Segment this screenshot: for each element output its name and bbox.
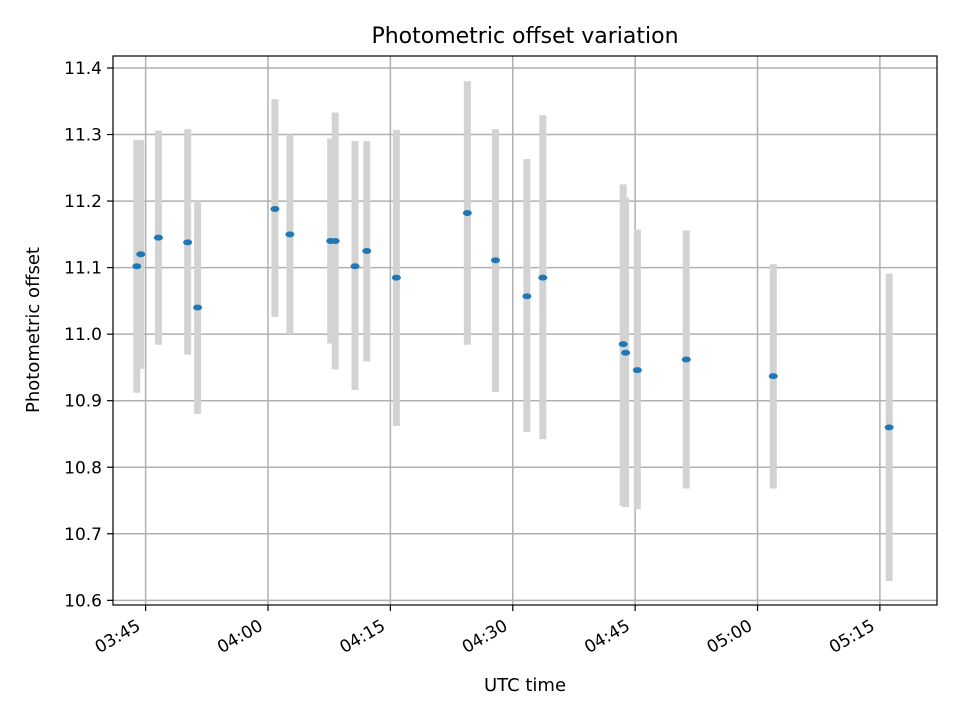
plot-frame xyxy=(112,55,938,606)
data-point xyxy=(681,356,691,363)
data-point xyxy=(618,341,628,348)
data-point xyxy=(391,274,401,281)
y-tick-label: 11.2 xyxy=(64,192,102,212)
data-point xyxy=(153,234,163,241)
data-point xyxy=(768,373,778,380)
y-tick-label: 10.9 xyxy=(64,392,102,412)
data-point xyxy=(490,257,500,264)
data-point xyxy=(462,210,472,217)
x-axis-label: UTC time xyxy=(484,675,566,696)
data-point xyxy=(538,274,548,281)
data-point xyxy=(621,349,631,356)
data-point xyxy=(285,231,295,238)
data-point xyxy=(350,263,360,270)
data-point xyxy=(884,424,894,431)
y-tick-label: 11.0 xyxy=(64,325,102,345)
data-point xyxy=(193,304,203,311)
chart-title: Photometric offset variation xyxy=(371,24,678,49)
y-tick-label: 11.4 xyxy=(64,59,102,79)
data-point xyxy=(136,251,146,258)
data-points xyxy=(132,206,894,431)
data-point xyxy=(362,247,372,254)
y-tick-label: 10.6 xyxy=(64,591,102,611)
data-point xyxy=(632,367,642,374)
y-tick-label: 11.3 xyxy=(64,126,102,146)
y-tick-label: 11.1 xyxy=(64,259,102,279)
y-axis-label: Photometric offset xyxy=(23,247,44,413)
data-point xyxy=(330,237,340,244)
y-tick-label: 10.7 xyxy=(64,525,102,545)
data-point xyxy=(183,239,193,246)
data-point xyxy=(270,206,280,213)
y-tick-label: 10.8 xyxy=(64,458,102,478)
data-point xyxy=(522,293,532,300)
y-axis-ticks: 10.6 10.7 10.8 10.9 11.0 11.1 11.2 11.3 11.4 xyxy=(64,59,113,611)
data-point xyxy=(132,263,142,270)
